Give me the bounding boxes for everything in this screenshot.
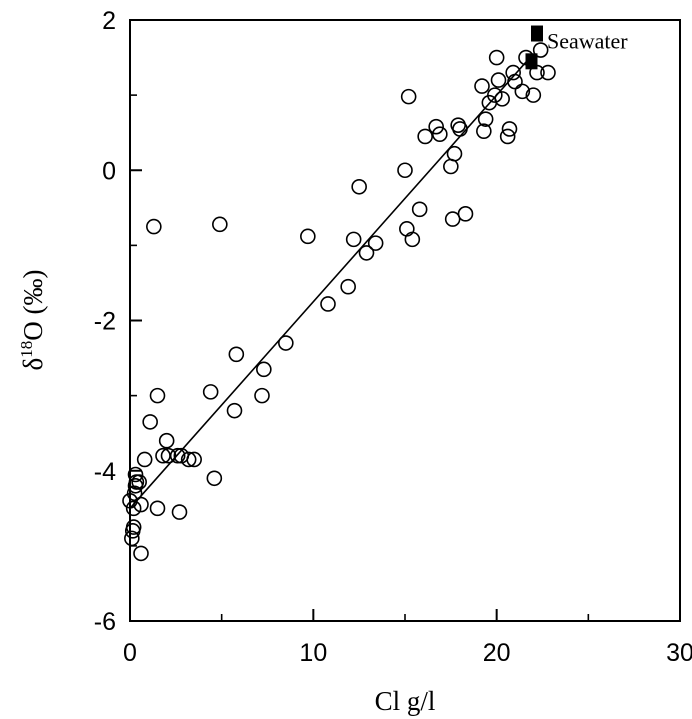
data-point [228, 346, 245, 363]
data-point [169, 447, 186, 464]
data-point [206, 470, 223, 487]
data-point [149, 387, 166, 404]
data-point [345, 231, 362, 248]
data-point [226, 402, 243, 419]
data-point [136, 451, 153, 468]
data-point [149, 500, 166, 517]
x-tick-label: 30 [666, 639, 692, 667]
data-point [340, 278, 356, 295]
data-point [428, 118, 444, 135]
x-axis: 0 10 20 30 [123, 609, 692, 667]
data-point [457, 206, 474, 222]
data-point [131, 474, 147, 490]
y-tick-label: 0 [102, 157, 116, 185]
data-point [133, 496, 149, 513]
seawater-label: Seawater [547, 29, 628, 54]
data-point [514, 83, 531, 100]
data-point [124, 530, 140, 547]
trend-line [129, 53, 534, 509]
data-point [525, 87, 542, 103]
data-point [443, 158, 459, 175]
data-point [505, 64, 521, 81]
x-tick-label: 0 [123, 639, 137, 667]
data-point [358, 245, 375, 261]
data-point [411, 201, 428, 218]
data-point [477, 111, 494, 127]
data-point [474, 78, 490, 94]
data-point [125, 500, 142, 517]
data-point [160, 447, 177, 464]
data-point [404, 231, 421, 248]
data-point [399, 221, 415, 237]
data-point [300, 228, 316, 245]
plot-frame [129, 19, 681, 622]
y-axis-label-mass: 18 [17, 341, 36, 358]
data-point [186, 451, 202, 468]
data-point [278, 335, 294, 351]
y-tick-label: -2 [94, 308, 116, 336]
data-point [158, 432, 175, 449]
x-tick-label: 20 [483, 639, 511, 667]
y-axis-label-delta: δ [18, 358, 48, 371]
data-point [490, 72, 507, 88]
data-point [171, 504, 188, 520]
data-point [122, 492, 138, 509]
data-point [180, 451, 197, 468]
data-point [540, 64, 556, 81]
data-point [146, 218, 162, 235]
data-point [499, 128, 516, 145]
seawater-marker [525, 53, 538, 70]
data-point [127, 466, 144, 483]
data-point [133, 545, 149, 562]
data-point [446, 145, 463, 162]
y-axis-label-rest: O (‰) [18, 270, 48, 341]
data-point [444, 211, 461, 227]
data-point [501, 121, 518, 137]
data-point [212, 216, 228, 233]
y-tick-label: 2 [102, 7, 116, 35]
data-point [452, 121, 468, 137]
data-point [532, 42, 549, 58]
data-point [494, 91, 510, 107]
seawater-marker [531, 25, 543, 42]
y-tick-label: -6 [94, 608, 116, 636]
data-point [351, 178, 367, 195]
data-point [254, 387, 270, 404]
x-tick-label: 10 [299, 639, 327, 667]
data-point [256, 361, 272, 378]
data-point [400, 88, 417, 105]
data-point [432, 126, 448, 142]
data-point [142, 414, 158, 430]
data-point [320, 296, 336, 312]
data-point [507, 73, 523, 90]
data-point [487, 87, 503, 103]
data-point [417, 128, 433, 145]
data-point [367, 235, 384, 251]
y-axis: -6 -4 -2 0 2 [94, 7, 142, 636]
data-point [488, 49, 505, 66]
data-point [397, 162, 413, 179]
data-points [122, 42, 556, 562]
x-axis-label: Cl g/l [375, 686, 436, 716]
data-point [202, 384, 219, 400]
y-tick-label: -4 [94, 458, 116, 486]
seawater-markers [525, 25, 543, 70]
y-axis-label: δ18O (‰) [17, 270, 48, 371]
data-point [476, 123, 492, 139]
data-point [125, 519, 142, 535]
